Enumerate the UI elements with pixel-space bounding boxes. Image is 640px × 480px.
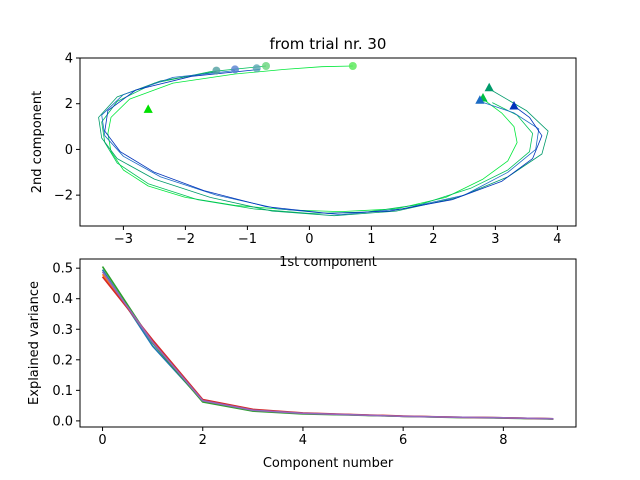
variance-y-ticks: 0.0 0.1 0.2 0.3 0.4 0.5 <box>52 262 80 429</box>
end-marker-3 <box>484 82 494 92</box>
trajectory-x-tick-label: −1 <box>238 232 257 247</box>
trajectory-y-tick-label: 2 <box>65 97 73 112</box>
trajectory-x-ticks: −3 −2 −1 0 1 2 3 4 <box>114 226 562 247</box>
trajectory-x-tick-label: −2 <box>176 232 195 247</box>
end-marker-1 <box>143 104 153 113</box>
trajectory-x-tick-label: 0 <box>305 232 313 247</box>
trajectory-lines <box>98 65 549 217</box>
variance-lines <box>101 266 554 420</box>
trajectory-line-2 <box>101 65 533 214</box>
trajectory-x-tick-label: 1 <box>367 232 375 247</box>
start-marker-3 <box>252 64 261 73</box>
variance-xlabel: Component number <box>263 456 394 471</box>
start-marker-1 <box>348 62 357 70</box>
variance-y-tick-label: 0.4 <box>52 292 73 307</box>
end-marker-5 <box>509 101 519 110</box>
variance-x-ticks: 0 2 4 6 8 <box>98 427 507 448</box>
trajectory-line-4 <box>101 70 540 215</box>
start-marker-5 <box>231 65 239 74</box>
variance-x-tick-label: 4 <box>299 433 307 448</box>
end-marker-4 <box>475 95 485 104</box>
trajectory-markers <box>143 62 519 113</box>
variance-y-tick-label: 0.2 <box>52 353 73 368</box>
trajectory-axes-frame <box>79 57 577 227</box>
trajectory-x-tick-label: −3 <box>114 232 133 247</box>
start-marker-4 <box>212 66 221 75</box>
trajectory-line-3 <box>98 71 549 217</box>
trajectory-y-tick-label: 4 <box>65 52 73 67</box>
variance-ylabel: Explained variance <box>27 281 42 405</box>
trajectory-y-ticks: −2 0 2 4 <box>54 52 80 204</box>
variance-y-tick-label: 0.1 <box>52 384 73 399</box>
variance-x-tick-label: 0 <box>98 433 106 448</box>
trajectory-y-tick-label: 0 <box>65 143 73 158</box>
trajectory-line-5 <box>104 69 543 214</box>
variance-panel: 0 2 4 6 8 0.0 0.1 0.2 0.3 0.4 0.5 Component numbe… <box>27 258 577 471</box>
variance-x-tick-label: 8 <box>499 433 507 448</box>
variance-x-tick-label: 2 <box>199 433 207 448</box>
trajectory-ylabel: 2nd component <box>30 91 45 193</box>
trajectory-line-1 <box>107 65 518 212</box>
trajectory-y-tick-label: −2 <box>54 189 73 204</box>
trajectory-x-tick-label: 3 <box>491 232 499 247</box>
variance-y-tick-label: 0.5 <box>52 262 73 277</box>
variance-line-5 <box>101 271 554 420</box>
variance-y-tick-label: 0.3 <box>52 323 73 338</box>
variance-y-tick-label: 0.0 <box>52 414 73 429</box>
variance-axes-frame <box>79 258 577 428</box>
trajectory-title: from trial nr. 30 <box>270 35 387 53</box>
trajectory-x-tick-label: 4 <box>553 232 561 247</box>
trajectory-x-tick-label: 2 <box>429 232 437 247</box>
variance-x-tick-label: 6 <box>399 433 407 448</box>
start-marker-2 <box>262 62 270 70</box>
